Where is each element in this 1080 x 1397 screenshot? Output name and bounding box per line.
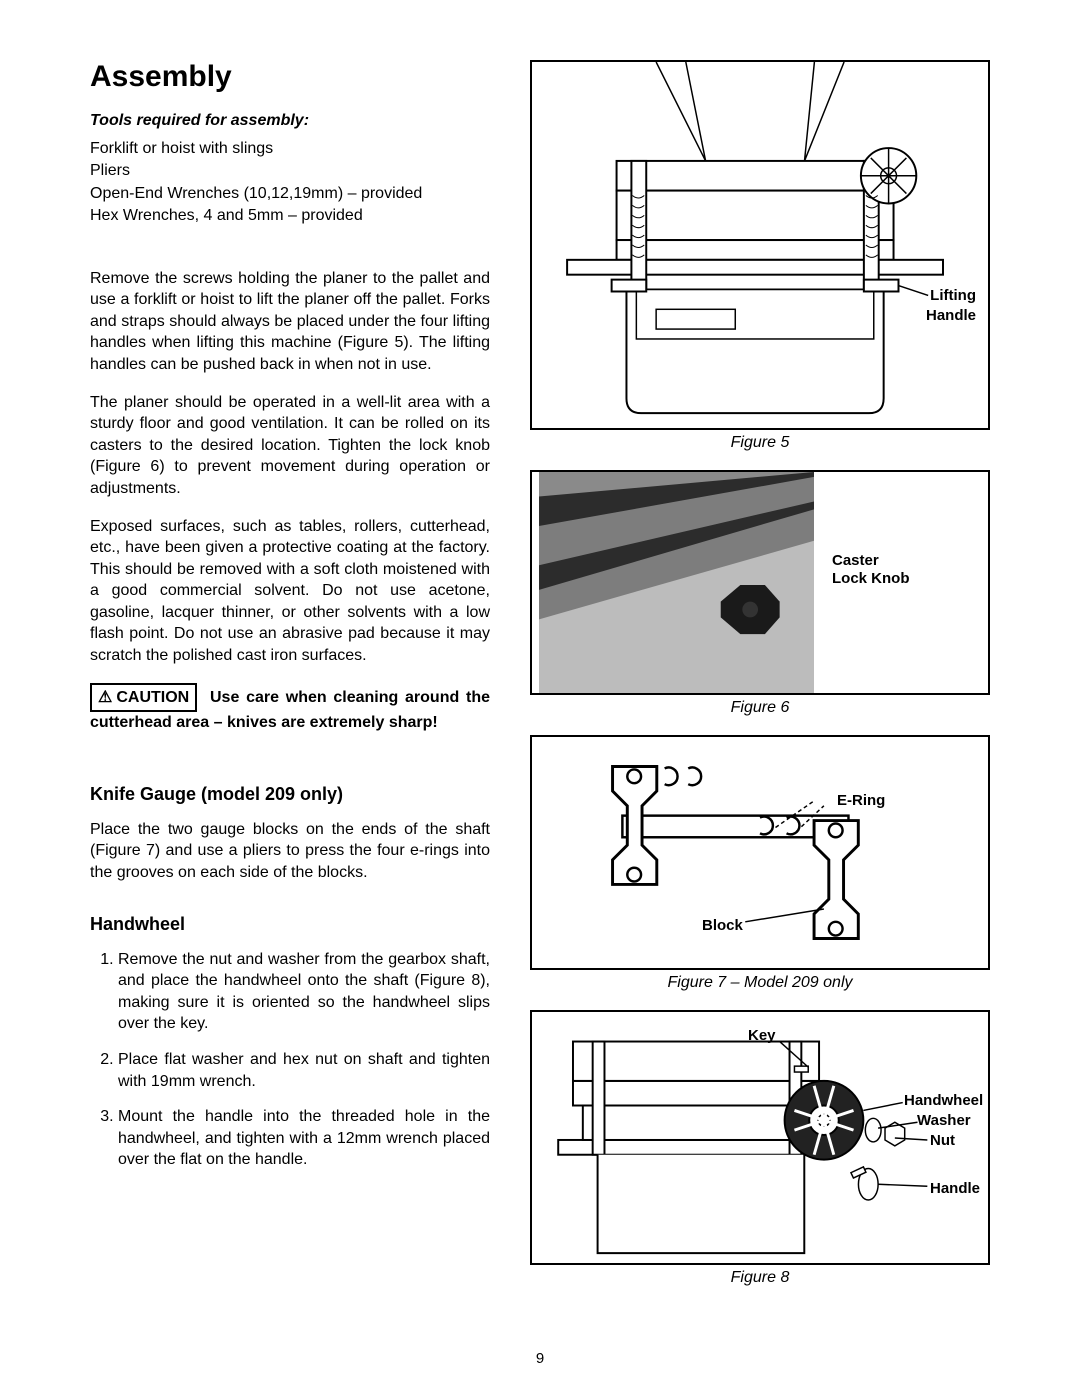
handwheel-step: Place flat washer and hex nut on shaft a…	[118, 1049, 490, 1092]
tool-item: Hex Wrenches, 4 and 5mm – provided	[90, 205, 490, 227]
tool-item: Open-End Wrenches (10,12,19mm) – provide…	[90, 183, 490, 205]
figure-8-label-handle: Handle	[930, 1180, 980, 1197]
figure-8-label-handwheel: Handwheel	[904, 1092, 983, 1109]
handwheel-step: Remove the nut and washer from the gearb…	[118, 949, 490, 1035]
handwheel-step: Mount the handle into the threaded hole …	[118, 1106, 490, 1171]
handwheel-steps: Remove the nut and washer from the gearb…	[90, 949, 490, 1171]
figure-7: E-Ring Block	[530, 735, 990, 970]
figure-5-caption: Figure 5	[530, 434, 990, 452]
knife-gauge-paragraph: Place the two gauge blocks on the ends o…	[90, 819, 490, 884]
figure-8: Key Handwheel Washer Nut Handle	[530, 1010, 990, 1265]
figure-8-label-key: Key	[748, 1027, 776, 1044]
figure-6: Caster Lock Knob	[530, 470, 990, 695]
figure-6-caption: Figure 6	[530, 699, 990, 717]
figure-7-label-ering: E-Ring	[837, 792, 885, 809]
tool-item: Pliers	[90, 160, 490, 182]
figure-8-label-washer: Washer	[917, 1112, 971, 1129]
assembly-heading: Assembly	[90, 60, 490, 94]
handwheel-heading: Handwheel	[90, 914, 490, 935]
paragraph-2: The planer should be operated in a well-…	[90, 392, 490, 500]
figure-5-label-handle: Handle	[926, 307, 976, 324]
figure-7-svg	[532, 737, 988, 968]
figure-8-caption: Figure 8	[530, 1269, 990, 1287]
figure-5-label-lifting: Lifting	[930, 287, 976, 304]
figure-6-svg	[532, 472, 988, 693]
paragraph-3: Exposed surfaces, such as tables, roller…	[90, 516, 490, 667]
tools-required-label: Tools required for assembly:	[90, 112, 490, 130]
figure-8-svg	[532, 1012, 988, 1263]
figure-7-caption: Figure 7 – Model 209 only	[530, 974, 990, 992]
figure-5-svg	[532, 62, 988, 428]
paragraph-1: Remove the screws holding the planer to …	[90, 268, 490, 376]
figure-6-label-lock: Lock Knob	[832, 570, 910, 587]
caution-paragraph: CAUTION Use care when cleaning around th…	[90, 683, 490, 734]
tools-list: Forklift or hoist with slings Pliers Ope…	[90, 138, 490, 228]
figure-7-label-block: Block	[702, 917, 743, 934]
knife-gauge-heading: Knife Gauge (model 209 only)	[90, 784, 490, 805]
caution-badge: CAUTION	[90, 683, 197, 713]
figure-8-label-nut: Nut	[930, 1132, 955, 1149]
tool-item: Forklift or hoist with slings	[90, 138, 490, 160]
page-number: 9	[0, 1350, 1080, 1367]
figure-6-label-caster: Caster	[832, 552, 879, 569]
figure-5: Lifting Handle	[530, 60, 990, 430]
